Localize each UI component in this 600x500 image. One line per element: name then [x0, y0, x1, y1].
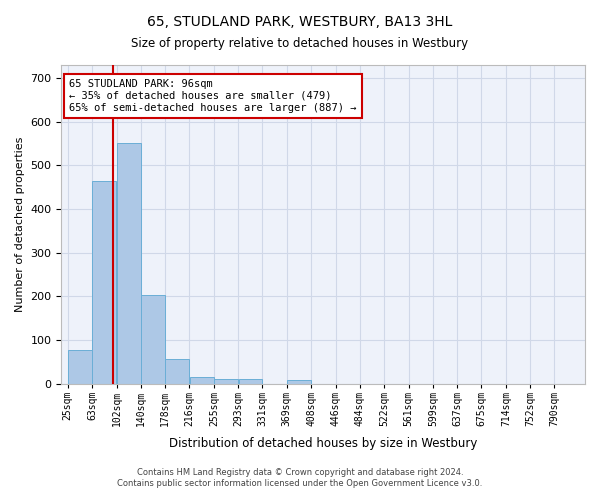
Bar — [287, 380, 311, 384]
Bar — [68, 350, 92, 384]
Bar — [166, 359, 189, 384]
Text: 65 STUDLAND PARK: 96sqm
← 35% of detached houses are smaller (479)
65% of semi-d: 65 STUDLAND PARK: 96sqm ← 35% of detache… — [69, 80, 357, 112]
Text: Size of property relative to detached houses in Westbury: Size of property relative to detached ho… — [131, 38, 469, 51]
Bar — [141, 294, 165, 384]
Text: 65, STUDLAND PARK, WESTBURY, BA13 3HL: 65, STUDLAND PARK, WESTBURY, BA13 3HL — [148, 15, 452, 29]
Bar — [214, 380, 238, 384]
Bar — [190, 377, 214, 384]
Bar — [239, 380, 262, 384]
Bar — [117, 143, 140, 384]
X-axis label: Distribution of detached houses by size in Westbury: Distribution of detached houses by size … — [169, 437, 478, 450]
Bar — [92, 180, 116, 384]
Text: Contains HM Land Registry data © Crown copyright and database right 2024.
Contai: Contains HM Land Registry data © Crown c… — [118, 468, 482, 487]
Y-axis label: Number of detached properties: Number of detached properties — [15, 136, 25, 312]
